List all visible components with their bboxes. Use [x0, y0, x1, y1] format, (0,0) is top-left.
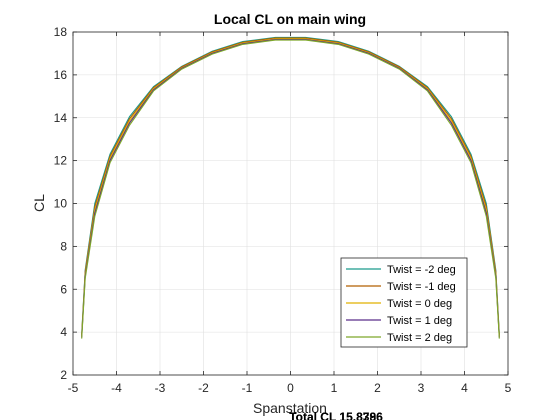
x-tick-label: 0	[287, 381, 294, 395]
x-tick-label: -2	[198, 381, 209, 395]
total-cl-text-2: Total CL 15.8796	[289, 410, 383, 420]
legend-label: Twist = 2 deg	[387, 332, 452, 344]
legend-label: Twist = 0 deg	[387, 298, 452, 310]
y-tick-label: 14	[54, 111, 68, 125]
y-tick-label: 2	[60, 368, 67, 382]
x-tick-label: -5	[68, 381, 79, 395]
y-tick-label: 12	[54, 154, 68, 168]
x-tick-label: 4	[461, 381, 468, 395]
x-tick-label: 5	[505, 381, 512, 395]
y-tick-label: 6	[60, 282, 67, 296]
y-tick-label: 8	[60, 239, 67, 253]
legend-label: Twist = -1 deg	[387, 281, 456, 293]
y-tick-label: 4	[60, 325, 67, 339]
chart-title: Local CL on main wing	[214, 11, 366, 27]
legend: Twist = -2 deg Twist = -1 deg Twist = 0 de…	[341, 258, 467, 347]
x-tick-label: -3	[155, 381, 166, 395]
legend-label: Twist = 1 deg	[387, 315, 452, 327]
y-tick-label: 16	[54, 68, 68, 82]
x-tick-label: 1	[331, 381, 338, 395]
y-tick-label: 18	[54, 25, 68, 39]
x-tick-label: -4	[111, 381, 122, 395]
x-tick-label: 2	[374, 381, 381, 395]
y-axis-label: CL	[31, 194, 47, 212]
y-tick-label: 10	[54, 197, 68, 211]
legend-label: Twist = -2 deg	[387, 264, 456, 276]
x-tick-label: -1	[242, 381, 253, 395]
x-tick-label: 3	[418, 381, 425, 395]
